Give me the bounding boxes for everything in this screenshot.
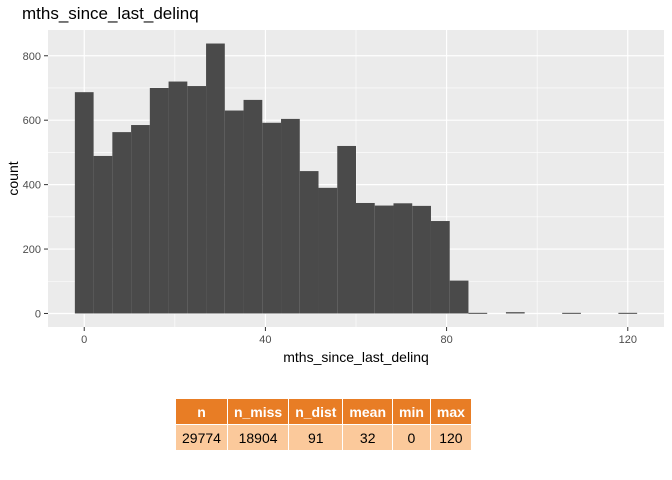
histogram-bar	[187, 86, 207, 314]
histogram-bar	[74, 92, 94, 314]
summary-header-row: n n_miss n_dist mean min max	[176, 399, 471, 425]
y-tick-label: 800	[23, 51, 41, 63]
histogram-bar	[149, 87, 169, 314]
histogram-bar	[281, 118, 300, 314]
summary-table: n n_miss n_dist mean min max 29774 18904…	[176, 399, 471, 450]
histogram-bar	[262, 122, 282, 314]
x-tick-label: 80	[440, 334, 452, 346]
value-n-miss: 18904	[227, 424, 290, 450]
histogram-bar	[337, 145, 356, 314]
x-tick-label: 40	[259, 334, 271, 346]
histogram-bar	[430, 221, 450, 314]
histogram-bar	[299, 171, 319, 314]
histogram-bar	[505, 312, 525, 314]
histogram-bar	[168, 81, 188, 314]
value-max: 120	[430, 424, 471, 450]
header-n: n	[176, 399, 228, 425]
y-tick-label: 400	[23, 180, 41, 192]
axis-ticks: 0 40 80 120 0 200 400 600 800	[23, 51, 637, 346]
value-n-dist: 91	[288, 424, 344, 450]
y-tick-label: 600	[23, 115, 41, 127]
header-mean: mean	[342, 399, 393, 425]
histogram-bar	[618, 312, 638, 314]
y-axis-title: count	[5, 161, 21, 195]
x-axis-title: mths_since_last_delinq	[283, 349, 429, 365]
histogram-bar	[206, 43, 225, 314]
x-tick-label: 0	[81, 334, 87, 346]
histogram-bars	[74, 43, 638, 314]
header-min: min	[392, 399, 431, 425]
value-mean: 32	[342, 424, 393, 450]
header-max: max	[430, 399, 471, 425]
histogram-bar	[562, 312, 581, 314]
y-tick-label: 0	[35, 308, 41, 320]
x-tick-label: 120	[619, 334, 637, 346]
histogram-bar	[243, 99, 263, 314]
y-tick-label: 200	[23, 244, 41, 256]
header-n-dist: n_dist	[288, 399, 344, 425]
histogram-bar	[224, 110, 244, 314]
histogram-bar	[468, 312, 488, 314]
value-min: 0	[392, 424, 431, 450]
histogram-bar	[318, 187, 338, 314]
histogram-bar	[356, 202, 375, 314]
histogram-bar	[393, 203, 413, 314]
histogram-bar	[449, 280, 469, 314]
chart-title: mths_since_last_delinq	[22, 4, 199, 23]
header-n-miss: n_miss	[227, 399, 290, 425]
value-n: 29774	[176, 424, 228, 450]
summary-value-row: 29774 18904 91 32 0 120	[176, 424, 471, 450]
histogram-chart: 0 40 80 120 0 200 400 600 800 mths_since_last_de…	[5, 30, 664, 365]
histogram-bar	[412, 205, 431, 314]
histogram-bar	[131, 125, 150, 314]
histogram-bar	[112, 132, 132, 314]
histogram-bar	[93, 155, 113, 314]
histogram-bar	[374, 205, 394, 314]
